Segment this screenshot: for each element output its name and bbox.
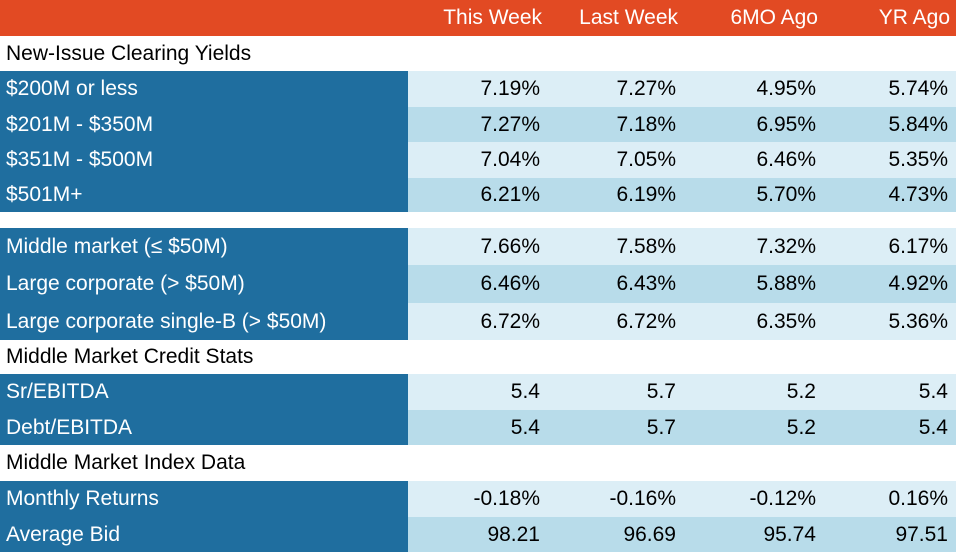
table-row: Large corporate (> $50M) 6.46% 6.43% 5.8… <box>0 265 956 303</box>
row-label: Sr/EBITDA <box>0 374 408 410</box>
table-row: $200M or less 7.19% 7.27% 4.95% 5.74% <box>0 71 956 107</box>
cell-last-week: 6.43% <box>616 272 676 295</box>
cell-yr-ago: 4.92% <box>888 272 948 295</box>
cell-yr-ago: 97.51 <box>895 522 948 546</box>
row-label: $501M+ <box>0 178 408 212</box>
cell-this-week: 6.46% <box>480 272 540 295</box>
cell-6mo-ago: 5.2 <box>786 415 816 439</box>
cell-yr-ago: 0.16% <box>888 487 948 510</box>
table-row: Monthly Returns -0.18% -0.16% -0.12% 0.1… <box>0 481 956 517</box>
row-label: Large corporate single-B (> $50M) <box>0 303 408 340</box>
cell-this-week: 5.4 <box>510 415 540 439</box>
row-gap <box>0 212 956 228</box>
header-row: This Week Last Week 6MO Ago YR Ago <box>0 0 956 36</box>
section-title-index-data: Middle Market Index Data <box>0 445 956 481</box>
cell-6mo-ago: 6.35% <box>756 309 816 333</box>
table-row: $201M - $350M 7.27% 7.18% 6.95% 5.84% <box>0 107 956 142</box>
table-row: $351M - $500M 7.04% 7.05% 6.46% 5.35% <box>0 142 956 178</box>
cell-yr-ago: 4.73% <box>888 183 948 206</box>
cell-yr-ago: 5.4 <box>918 415 948 439</box>
header-6mo-ago: 6MO Ago <box>730 6 818 29</box>
cell-last-week: 7.18% <box>616 112 676 136</box>
table-row: Average Bid 98.21 96.69 95.74 97.51 <box>0 517 956 552</box>
cell-6mo-ago: 4.95% <box>756 77 816 100</box>
row-label: Large corporate (> $50M) <box>0 265 408 303</box>
table-row: Sr/EBITDA 5.4 5.7 5.2 5.4 <box>0 374 956 410</box>
header-yr-ago: YR Ago <box>878 6 950 29</box>
cell-yr-ago: 5.4 <box>918 380 948 403</box>
header-this-week: This Week <box>443 6 542 29</box>
cell-6mo-ago: -0.12% <box>749 487 816 510</box>
cell-this-week: 6.21% <box>480 183 540 206</box>
cell-this-week: 5.4 <box>510 380 540 403</box>
cell-6mo-ago: 6.46% <box>756 148 816 171</box>
cell-this-week: 7.19% <box>480 77 540 100</box>
table-row: Large corporate single-B (> $50M) 6.72% … <box>0 303 956 340</box>
cell-this-week: 98.21 <box>487 522 540 546</box>
section-label: New-Issue Clearing Yields <box>6 41 252 65</box>
row-label: Middle market (≤ $50M) <box>0 228 408 265</box>
section-label: Middle Market Credit Stats <box>6 345 254 368</box>
cell-last-week: 96.69 <box>623 522 676 546</box>
cell-6mo-ago: 6.95% <box>756 112 816 136</box>
cell-this-week: 7.27% <box>480 112 540 136</box>
table-row: Middle market (≤ $50M) 7.66% 7.58% 7.32%… <box>0 228 956 265</box>
cell-this-week: 6.72% <box>480 309 540 333</box>
section-title-clearing-yields: New-Issue Clearing Yields <box>0 36 956 71</box>
cell-yr-ago: 5.84% <box>888 112 948 136</box>
header-last-week: Last Week <box>579 6 678 29</box>
row-label: $351M - $500M <box>0 142 408 178</box>
cell-yr-ago: 5.35% <box>888 148 948 171</box>
cell-this-week: -0.18% <box>473 487 540 510</box>
cell-this-week: 7.66% <box>480 234 540 258</box>
cell-last-week: -0.16% <box>609 487 676 510</box>
cell-yr-ago: 6.17% <box>888 234 948 258</box>
row-label: $200M or less <box>0 71 408 107</box>
cell-6mo-ago: 5.2 <box>786 380 816 403</box>
cell-last-week: 7.27% <box>616 77 676 100</box>
section-label: Middle Market Index Data <box>6 451 246 474</box>
cell-6mo-ago: 5.88% <box>756 272 816 295</box>
cell-6mo-ago: 5.70% <box>756 183 816 206</box>
row-label: Average Bid <box>0 517 408 552</box>
cell-yr-ago: 5.36% <box>888 309 948 333</box>
cell-last-week: 5.7 <box>646 415 676 439</box>
table-row: Debt/EBITDA 5.4 5.7 5.2 5.4 <box>0 410 956 445</box>
cell-last-week: 5.7 <box>646 380 676 403</box>
section-title-credit-stats: Middle Market Credit Stats <box>0 340 956 374</box>
cell-yr-ago: 5.74% <box>888 77 948 100</box>
cell-6mo-ago: 95.74 <box>763 522 816 546</box>
header-label-spacer <box>0 0 408 36</box>
table-row: $501M+ 6.21% 6.19% 5.70% 4.73% <box>0 178 956 212</box>
cell-last-week: 7.05% <box>616 148 676 171</box>
cell-last-week: 6.19% <box>616 183 676 206</box>
cell-last-week: 7.58% <box>616 234 676 258</box>
row-label: $201M - $350M <box>0 107 408 142</box>
row-label: Monthly Returns <box>0 481 408 517</box>
cell-this-week: 7.04% <box>480 148 540 171</box>
cell-6mo-ago: 7.32% <box>756 234 816 258</box>
row-label: Debt/EBITDA <box>0 410 408 445</box>
cell-last-week: 6.72% <box>616 309 676 333</box>
